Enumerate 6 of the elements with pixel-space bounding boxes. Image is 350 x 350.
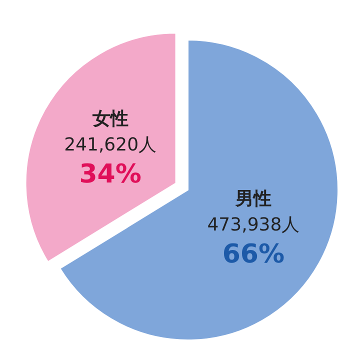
slice-label: 女性 <box>91 108 128 130</box>
slice-label: 男性 <box>234 188 272 210</box>
data-label: 241,620人 <box>64 134 157 156</box>
text: 66% <box>222 240 285 270</box>
data-label: 473,938人 <box>207 214 300 236</box>
slice: 女性 241,620人 34% <box>25 32 176 262</box>
